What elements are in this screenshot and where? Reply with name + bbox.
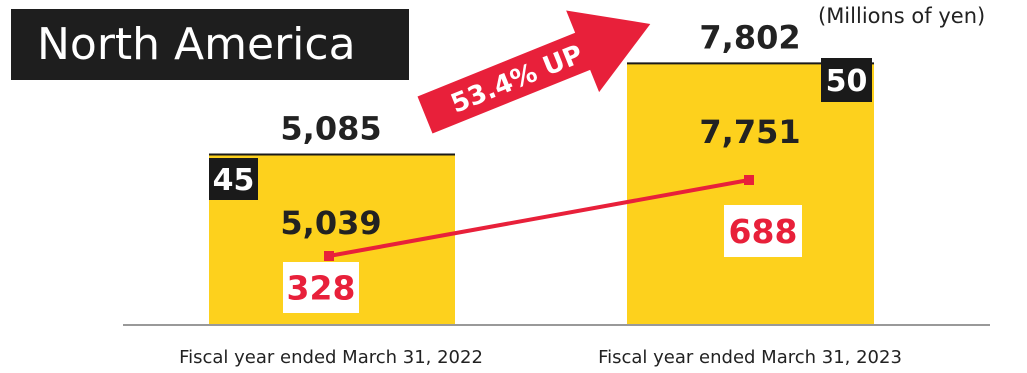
profit-line xyxy=(328,178,750,258)
x-tick-label-2: Fiscal year ended March 31, 2023 xyxy=(598,347,902,368)
segment-label-1: 45 xyxy=(213,163,255,198)
line-marker-1 xyxy=(324,251,334,261)
main-value-label-2: 7,751 xyxy=(699,113,800,151)
chart-title: North America xyxy=(11,9,409,80)
x-tick-label-1: Fiscal year ended March 31, 2022 xyxy=(179,347,483,368)
unit-note: (Millions of yen) xyxy=(818,4,986,28)
line-value-box-1 xyxy=(283,262,359,313)
total-label-2: 7,802 xyxy=(699,18,800,56)
segment-label-2: 50 xyxy=(826,64,868,99)
growth-arrow xyxy=(417,10,651,134)
segment-box-1 xyxy=(209,158,258,200)
line-marker-2 xyxy=(744,175,754,185)
total-label-1: 5,085 xyxy=(280,109,381,147)
line-value-label-1: 328 xyxy=(287,269,356,308)
line-value-label-2: 688 xyxy=(729,212,798,251)
segment-box-2 xyxy=(821,58,872,102)
main-value-label-1: 5,039 xyxy=(280,204,381,242)
line-value-box-2 xyxy=(724,205,802,257)
